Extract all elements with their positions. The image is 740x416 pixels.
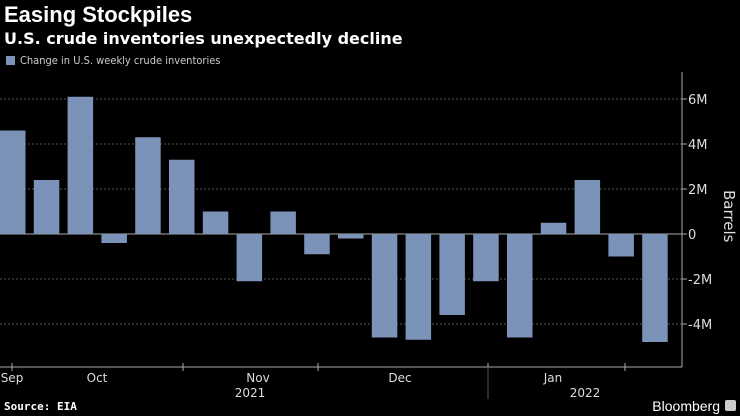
bar <box>608 234 634 257</box>
bar <box>371 234 398 338</box>
chart-title: Easing Stockpiles <box>4 2 193 27</box>
bar <box>33 180 60 234</box>
y-tick-label: -4M <box>688 318 712 333</box>
y-tick-label: 4M <box>688 138 708 153</box>
y-tick-label: 2M <box>688 183 708 198</box>
bar <box>304 234 330 255</box>
bar <box>202 211 229 234</box>
bar <box>67 96 94 234</box>
x-tick-label: Nov <box>246 371 269 385</box>
bar <box>642 234 668 342</box>
x-tick-label: Jan <box>543 371 563 385</box>
legend-swatch <box>6 56 15 65</box>
bloomberg-logo: Bloomberg <box>652 398 720 414</box>
source-note: Source: EIA <box>4 400 77 413</box>
x-tick-label: Sep <box>1 371 24 385</box>
y-tick-label: 0 <box>688 228 696 243</box>
bloomberg-icon <box>725 400 736 411</box>
x-tick-label: Dec <box>388 371 411 385</box>
bar <box>169 159 195 234</box>
x-tick-label: Oct <box>87 371 108 385</box>
chart-subtitle: U.S. crude inventories unexpectedly decl… <box>4 29 403 48</box>
legend-label: Change in U.S. weekly crude inventories <box>20 54 221 67</box>
bar <box>338 234 364 239</box>
bar <box>439 234 465 315</box>
bar <box>0 130 26 234</box>
bar <box>507 234 533 338</box>
year-label: 2022 <box>570 386 601 400</box>
bar <box>135 137 161 234</box>
legend: Change in U.S. weekly crude inventories <box>6 54 220 67</box>
bar <box>405 234 432 340</box>
bar <box>236 234 263 282</box>
bar <box>540 222 567 234</box>
bar <box>101 234 127 243</box>
bar <box>270 211 296 234</box>
bar <box>574 180 601 234</box>
year-label: 2021 <box>235 386 266 400</box>
y-axis-label: Barrels <box>720 190 738 243</box>
bar <box>473 234 499 282</box>
y-tick-label: -2M <box>688 273 712 288</box>
y-tick-label: 6M <box>688 93 708 108</box>
